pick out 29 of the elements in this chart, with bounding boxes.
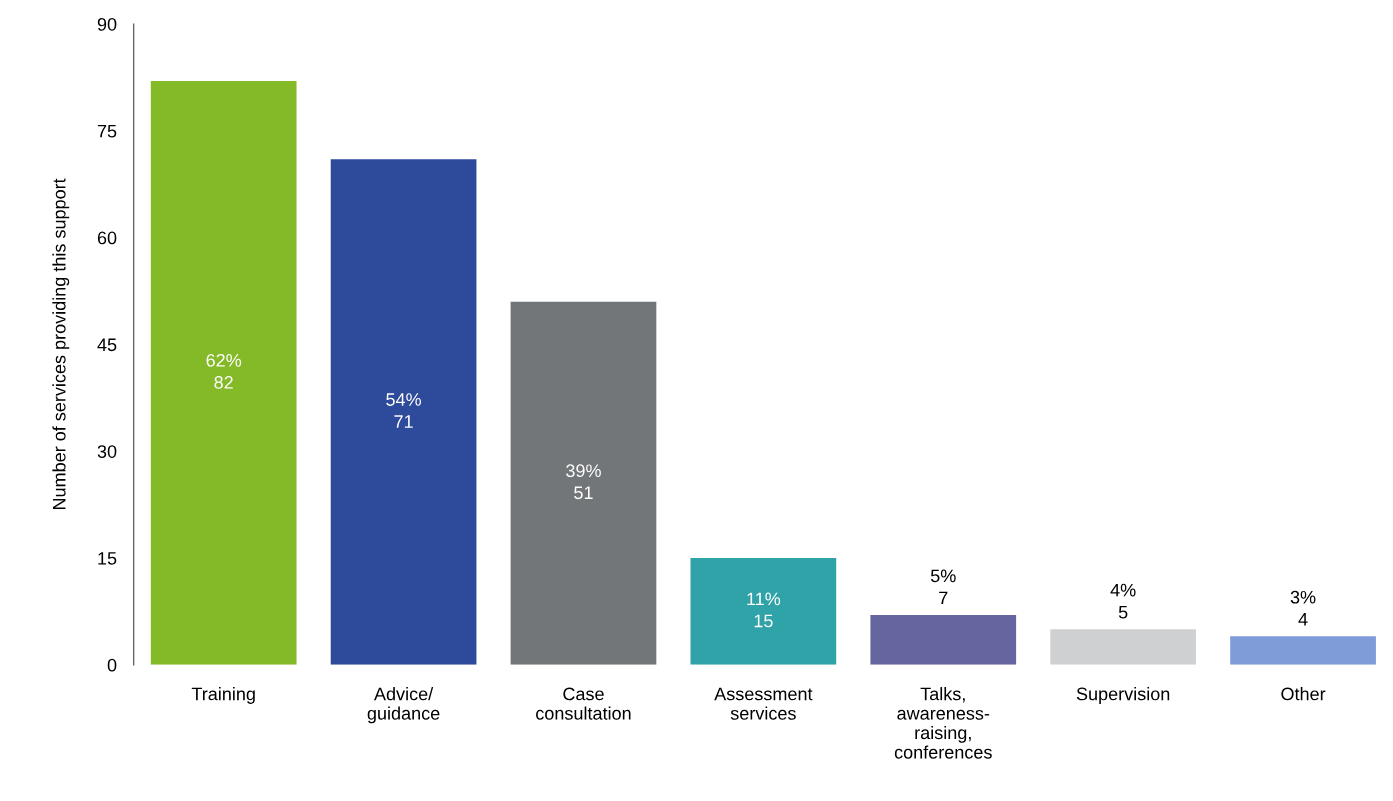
data-label: 62% 82 <box>206 353 242 389</box>
bar <box>1230 636 1376 665</box>
y-tick-label: 75 <box>97 124 117 138</box>
y-tick-label: 90 <box>97 17 117 31</box>
bar <box>330 159 477 665</box>
bar <box>510 301 657 665</box>
bar <box>1050 629 1197 665</box>
x-tick-label: Talks, awareness- raising, conferences <box>894 687 992 759</box>
x-tick-label: Training <box>191 687 255 704</box>
x-tick-label: Assessment services <box>714 687 813 720</box>
y-tick-label: 60 <box>97 231 117 245</box>
y-tick-label: 0 <box>107 658 117 672</box>
x-tick-label: Other <box>1281 687 1326 701</box>
x-tick-label: Supervision <box>1076 687 1170 704</box>
data-label: 4% 5 <box>1110 583 1136 619</box>
bar <box>150 80 297 665</box>
data-label: 5% 7 <box>930 569 956 605</box>
data-label: 11% 15 <box>747 592 781 628</box>
y-tick-label: 15 <box>98 552 117 565</box>
x-tick-label: Case consultation <box>536 687 631 720</box>
bar <box>870 614 1017 665</box>
data-label: 39% 51 <box>566 464 601 500</box>
bar <box>690 558 837 665</box>
x-tick-label: Advice/ guidance <box>367 687 440 724</box>
y-tick-label: 45 <box>97 338 117 352</box>
y-axis-title: Number of services providing this support <box>52 178 70 510</box>
data-label: 3% 4 <box>1290 590 1316 626</box>
y-tick-label: 30 <box>97 445 117 458</box>
data-label: 54% 71 <box>386 393 421 428</box>
